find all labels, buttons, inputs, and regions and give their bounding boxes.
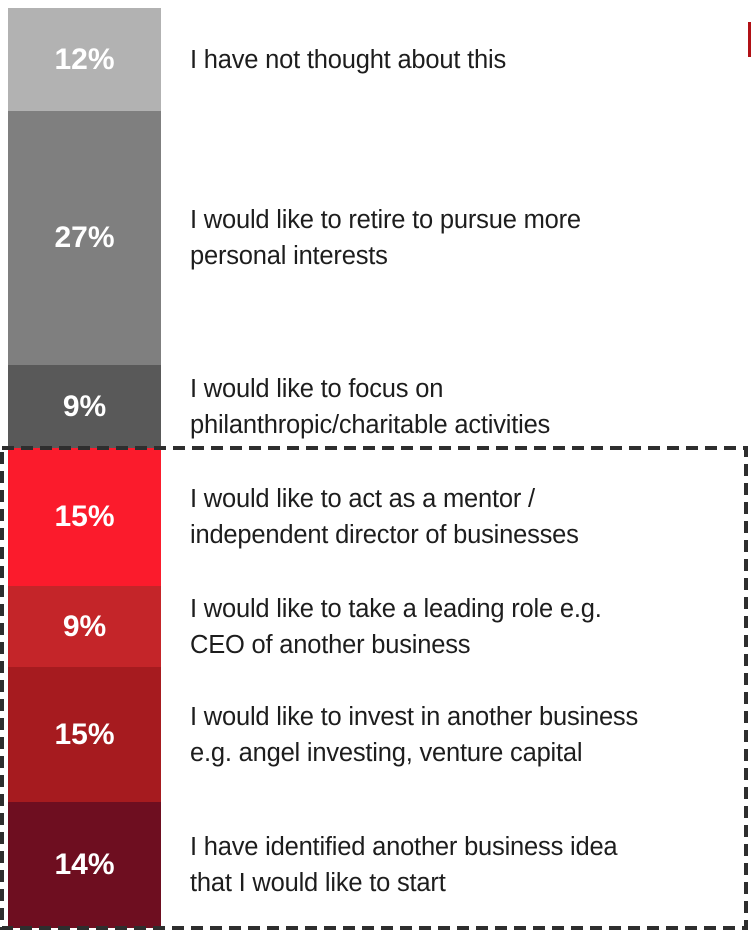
- segment-description: I would like to act as a mentor / indepe…: [190, 485, 579, 549]
- chart-row: 14% I have identified another business i…: [8, 802, 747, 928]
- chart-row: 15% I would like to act as a mentor / in…: [8, 448, 747, 586]
- segment-description: I would like to retire to pursue more pe…: [190, 206, 581, 270]
- segment-value-label: 15%: [54, 500, 115, 533]
- segment-description: I have not thought about this: [190, 45, 507, 74]
- chart-row: 9% I would like to focus on philanthropi…: [8, 365, 747, 448]
- chart-row: 9% I would like to take a leading role e…: [8, 586, 747, 667]
- segment-description: I have identified another business idea …: [190, 833, 618, 897]
- segment-value-label: 12%: [54, 42, 115, 76]
- segment-value-label: 15%: [54, 717, 115, 751]
- bar-segment: 15%: [8, 667, 161, 802]
- bar-segment: 14%: [8, 802, 161, 928]
- bar-segment: 27%: [8, 111, 161, 365]
- segment-value-label: 9%: [62, 389, 107, 423]
- bar-segment: 9%: [8, 365, 161, 448]
- segment-value-label: 9%: [62, 609, 107, 643]
- bar-segment: 9%: [8, 586, 161, 667]
- segment-description: I would like to focus on philanthropic/c…: [190, 374, 551, 439]
- segment-description: I would like to take a leading role e.g.…: [190, 594, 602, 659]
- bar-segment: 12%: [8, 8, 161, 111]
- segment-value-label: 14%: [54, 848, 115, 881]
- chart-row: 15% I would like to invest in another bu…: [8, 667, 747, 802]
- segment-description: I would like to invest in another busine…: [190, 702, 639, 767]
- bar-segment: 15%: [8, 448, 161, 586]
- clipped-red-mark: [748, 22, 751, 57]
- segment-value-label: 27%: [54, 221, 115, 254]
- stacked-bar-chart: 12% I have not thought about this 27% I …: [8, 8, 747, 928]
- chart-row: 12% I have not thought about this: [8, 8, 747, 111]
- chart-row: 27% I would like to retire to pursue mor…: [8, 111, 747, 365]
